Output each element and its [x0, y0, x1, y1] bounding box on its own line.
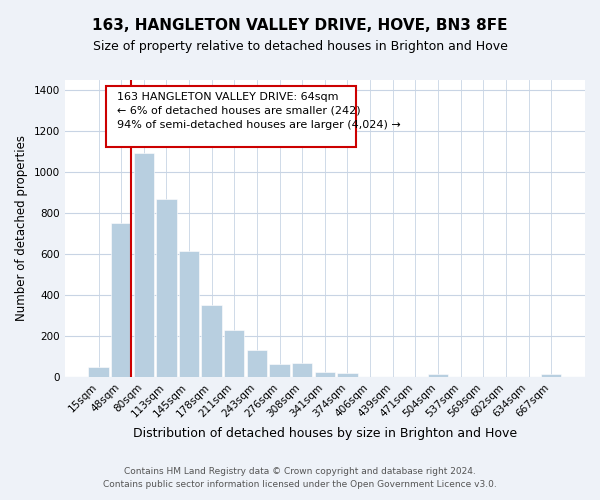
Bar — [541, 374, 562, 377]
Bar — [428, 374, 448, 377]
X-axis label: Distribution of detached houses by size in Brighton and Hove: Distribution of detached houses by size … — [133, 427, 517, 440]
Text: Contains HM Land Registry data © Crown copyright and database right 2024.: Contains HM Land Registry data © Crown c… — [124, 467, 476, 476]
Bar — [88, 366, 109, 377]
Bar — [179, 251, 199, 377]
Bar — [202, 306, 222, 377]
Bar — [224, 330, 244, 377]
Text: Contains public sector information licensed under the Open Government Licence v3: Contains public sector information licen… — [103, 480, 497, 489]
FancyBboxPatch shape — [106, 86, 356, 147]
Y-axis label: Number of detached properties: Number of detached properties — [15, 136, 28, 322]
Bar — [337, 374, 358, 377]
Text: 163, HANGLETON VALLEY DRIVE, HOVE, BN3 8FE: 163, HANGLETON VALLEY DRIVE, HOVE, BN3 8… — [92, 18, 508, 32]
Bar — [111, 224, 131, 377]
Bar — [314, 372, 335, 377]
Text: Size of property relative to detached houses in Brighton and Hove: Size of property relative to detached ho… — [92, 40, 508, 53]
Bar — [134, 152, 154, 377]
Bar — [247, 350, 267, 377]
Bar — [269, 364, 290, 377]
Text: 163 HANGLETON VALLEY DRIVE: 64sqm
← 6% of detached houses are smaller (242)
94% : 163 HANGLETON VALLEY DRIVE: 64sqm ← 6% o… — [117, 92, 400, 130]
Bar — [292, 362, 313, 377]
Bar — [156, 199, 176, 377]
